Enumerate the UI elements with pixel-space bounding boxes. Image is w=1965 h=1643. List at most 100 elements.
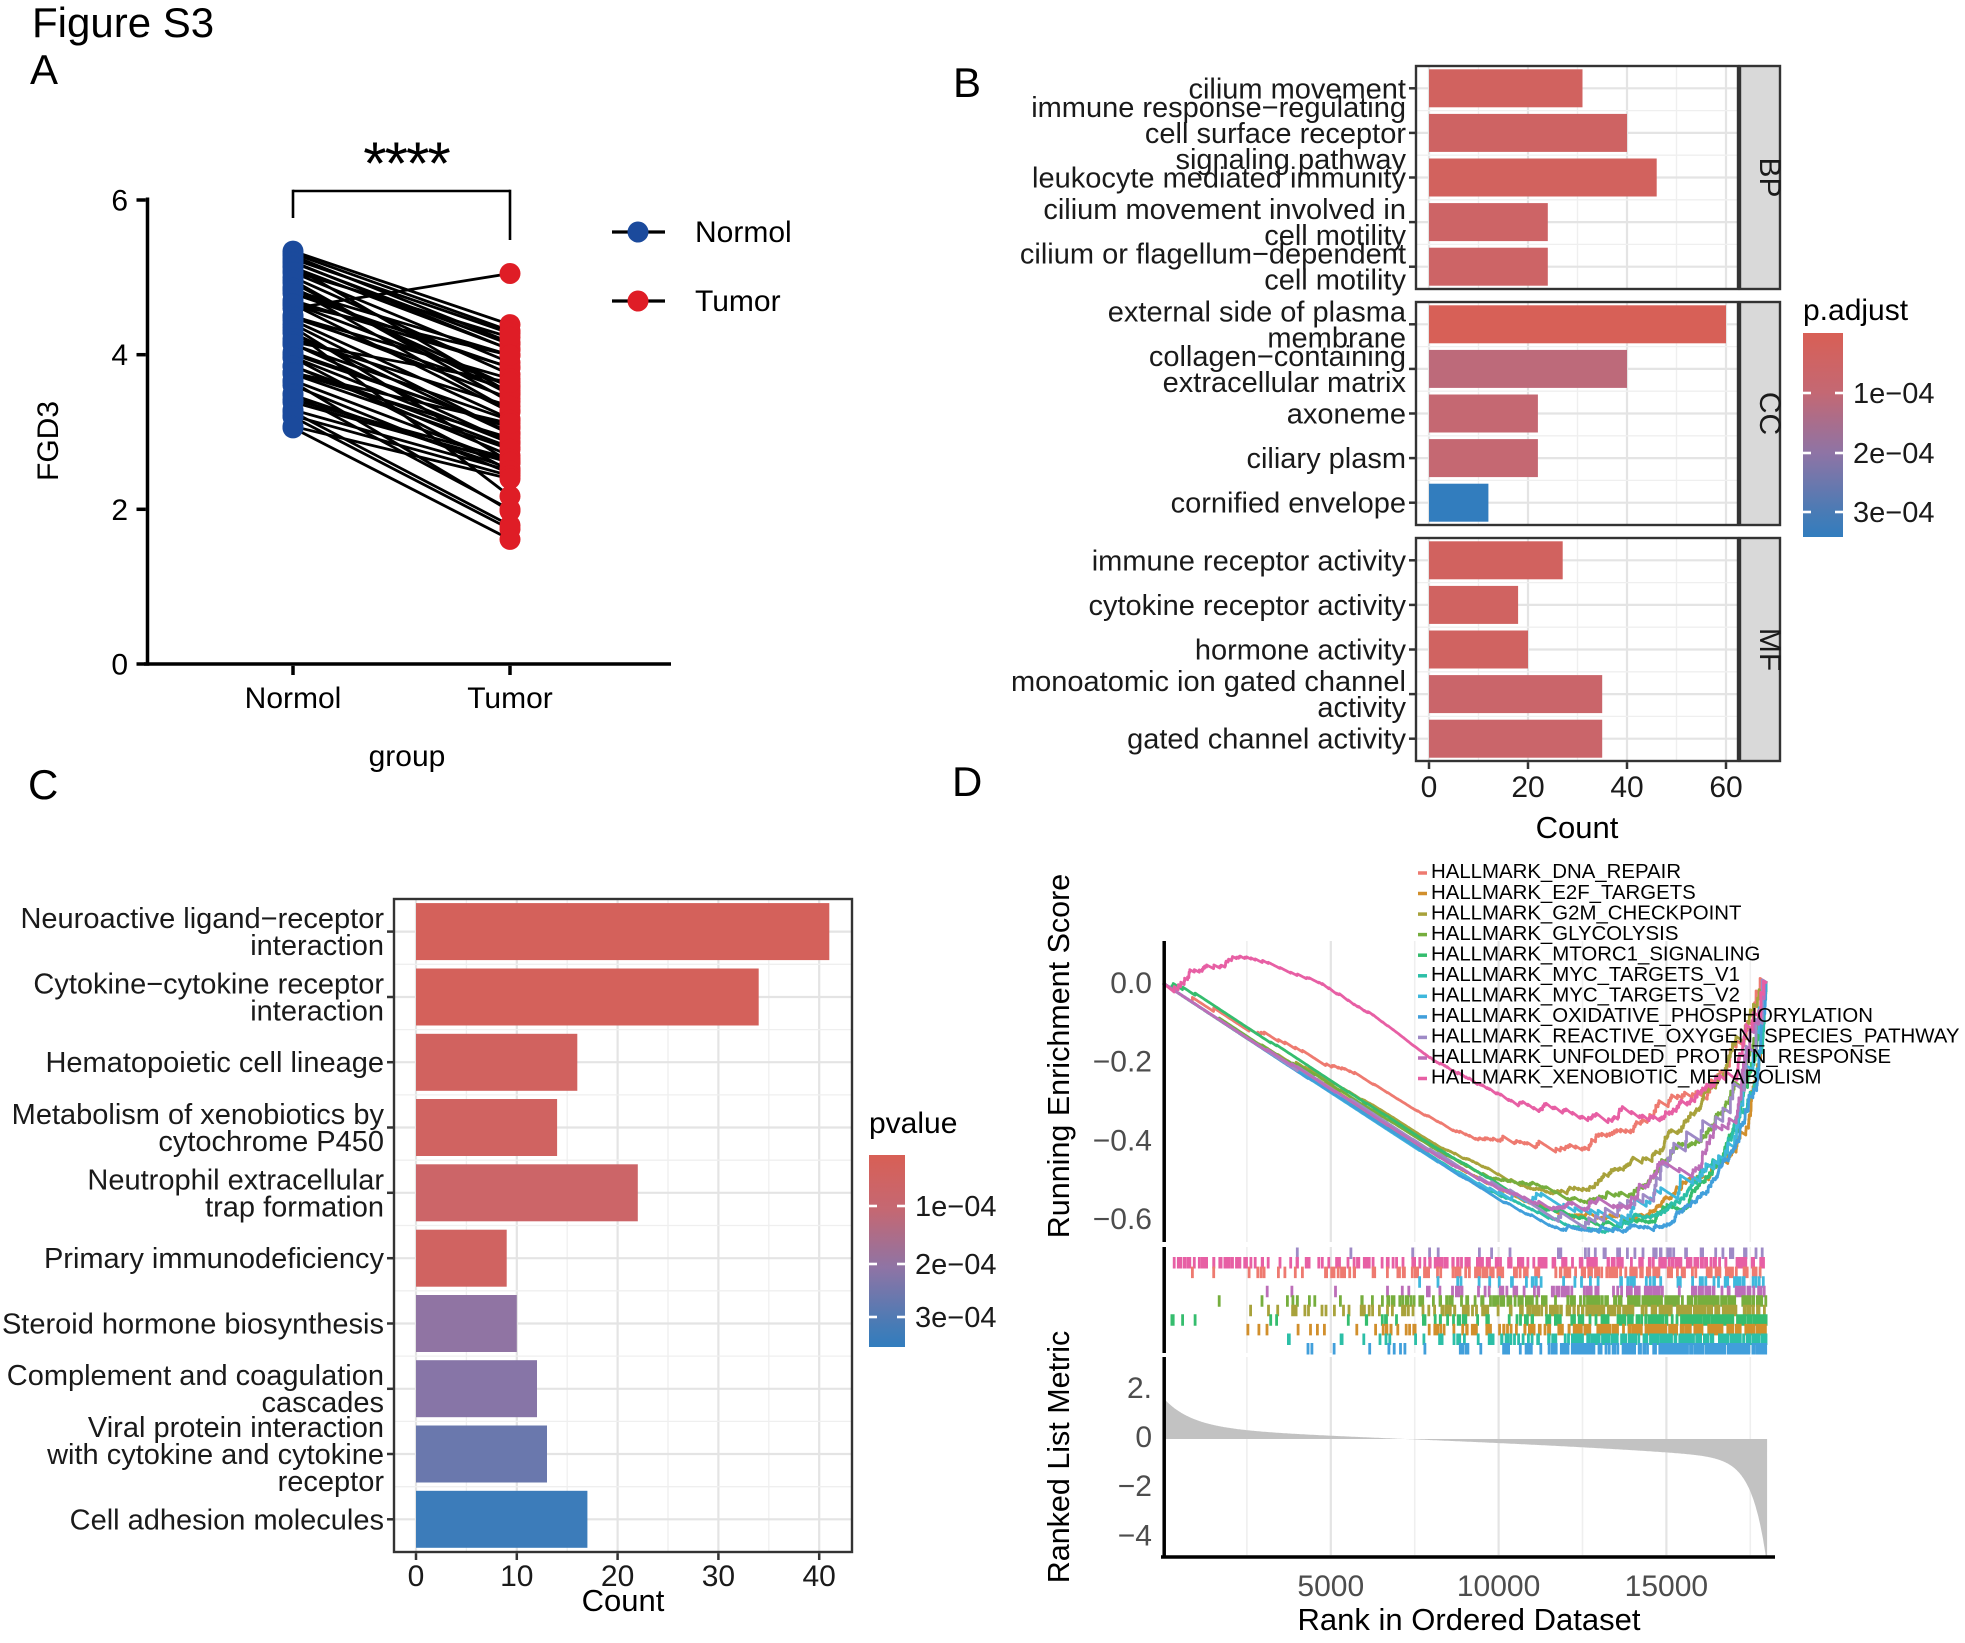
svg-text:HALLMARK_E2F_TARGETS: HALLMARK_E2F_TARGETS — [1431, 882, 1696, 904]
svg-text:extracellular matrix: extracellular matrix — [1163, 367, 1407, 399]
svg-text:0: 0 — [408, 1560, 425, 1593]
svg-text:external side of plasma: external side of plasma — [1108, 296, 1407, 328]
svg-text:Figure S3: Figure S3 — [32, 0, 214, 46]
svg-text:HALLMARK_MYC_TARGETS_V2: HALLMARK_MYC_TARGETS_V2 — [1431, 985, 1740, 1007]
svg-text:cell motility: cell motility — [1264, 220, 1406, 252]
svg-text:40: 40 — [1610, 771, 1643, 804]
svg-text:5000: 5000 — [1297, 1570, 1364, 1603]
svg-text:Hematopoietic cell lineage: Hematopoietic cell lineage — [45, 1047, 384, 1079]
svg-text:cytokine receptor activity: cytokine receptor activity — [1088, 590, 1406, 622]
svg-text:group: group — [369, 740, 446, 773]
svg-text:signaling pathway: signaling pathway — [1175, 144, 1406, 176]
svg-text:MF: MF — [1753, 628, 1786, 671]
svg-text:HALLMARK_OXIDATIVE_PHOSPHORYLA: HALLMARK_OXIDATIVE_PHOSPHORYLATION — [1431, 1005, 1873, 1027]
svg-text:60: 60 — [1709, 771, 1742, 804]
svg-text:with cytokine and cytokine: with cytokine and cytokine — [46, 1439, 384, 1471]
svg-text:****: **** — [363, 130, 450, 197]
svg-text:interaction: interaction — [250, 996, 384, 1028]
svg-text:cilium or flagellum−dependent: cilium or flagellum−dependent — [1020, 239, 1406, 271]
svg-text:−0.4: −0.4 — [1093, 1124, 1152, 1157]
svg-text:collagen−containing: collagen−containing — [1149, 341, 1406, 373]
svg-text:Viral protein interaction: Viral protein interaction — [88, 1412, 384, 1444]
svg-text:HALLMARK_UNFOLDED_PROTEIN_RESP: HALLMARK_UNFOLDED_PROTEIN_RESPONSE — [1431, 1046, 1891, 1068]
svg-text:0.0: 0.0 — [1110, 967, 1152, 1000]
svg-text:BP: BP — [1753, 157, 1786, 197]
svg-text:B: B — [953, 59, 981, 106]
svg-text:10: 10 — [500, 1560, 533, 1593]
svg-text:Primary immunodeficiency: Primary immunodeficiency — [44, 1243, 385, 1275]
svg-text:membrane: membrane — [1267, 322, 1406, 354]
svg-text:Normol: Normol — [245, 682, 342, 715]
svg-text:4: 4 — [111, 339, 128, 372]
svg-text:15000: 15000 — [1625, 1570, 1708, 1603]
svg-text:Tumor: Tumor — [695, 285, 781, 318]
svg-text:−4: −4 — [1118, 1519, 1152, 1552]
svg-text:Cytokine−cytokine receptor: Cytokine−cytokine receptor — [33, 969, 384, 1001]
svg-text:leukocyte mediated immunity: leukocyte mediated immunity — [1032, 163, 1406, 195]
svg-text:HALLMARK_XENOBIOTIC_METABOLISM: HALLMARK_XENOBIOTIC_METABOLISM — [1431, 1067, 1822, 1089]
svg-text:CC: CC — [1753, 392, 1786, 435]
svg-text:−2: −2 — [1118, 1470, 1152, 1503]
svg-text:monoatomic ion gated channel: monoatomic ion gated channel — [1011, 666, 1406, 698]
svg-text:interaction: interaction — [250, 930, 384, 962]
svg-text:A: A — [30, 46, 58, 93]
svg-text:Normol: Normol — [695, 216, 792, 249]
svg-text:axoneme: axoneme — [1287, 399, 1406, 431]
svg-text:40: 40 — [803, 1560, 836, 1593]
svg-text:C: C — [28, 761, 58, 808]
svg-text:immune receptor activity: immune receptor activity — [1092, 545, 1407, 577]
svg-text:1e−04: 1e−04 — [915, 1191, 996, 1223]
svg-text:Running Enrichment Score: Running Enrichment Score — [1042, 874, 1076, 1239]
svg-text:cell surface receptor: cell surface receptor — [1145, 118, 1406, 150]
svg-text:cornified envelope: cornified envelope — [1171, 488, 1406, 520]
svg-text:cilium movement involved in: cilium movement involved in — [1043, 194, 1406, 226]
svg-text:30: 30 — [702, 1560, 735, 1593]
svg-text:cytochrome P450: cytochrome P450 — [158, 1126, 384, 1158]
svg-text:2.: 2. — [1127, 1372, 1152, 1405]
svg-text:2e−04: 2e−04 — [1853, 438, 1934, 470]
svg-text:HALLMARK_DNA_REPAIR: HALLMARK_DNA_REPAIR — [1431, 861, 1681, 883]
svg-text:p.adjust: p.adjust — [1803, 294, 1909, 327]
svg-text:pvalue: pvalue — [869, 1107, 957, 1140]
svg-text:Complement and coagulation: Complement and coagulation — [7, 1360, 384, 1392]
svg-text:Neutrophil extracellular: Neutrophil extracellular — [87, 1164, 384, 1196]
svg-text:Rank in Ordered Dataset: Rank in Ordered Dataset — [1298, 1602, 1641, 1637]
svg-text:HALLMARK_MTORC1_SIGNALING: HALLMARK_MTORC1_SIGNALING — [1431, 943, 1760, 965]
svg-text:20: 20 — [1511, 771, 1544, 804]
svg-text:2e−04: 2e−04 — [915, 1249, 996, 1281]
svg-text:gated channel activity: gated channel activity — [1127, 724, 1406, 756]
svg-text:cilium movement: cilium movement — [1188, 73, 1406, 105]
svg-text:ciliary plasm: ciliary plasm — [1246, 443, 1406, 475]
svg-text:3e−04: 3e−04 — [915, 1302, 996, 1334]
svg-text:cascades: cascades — [261, 1387, 384, 1419]
svg-text:HALLMARK_GLYCOLYSIS: HALLMARK_GLYCOLYSIS — [1431, 923, 1678, 945]
svg-text:immune response−regulating: immune response−regulating — [1031, 92, 1406, 124]
svg-text:Count: Count — [582, 1583, 665, 1618]
svg-text:6: 6 — [111, 185, 128, 218]
svg-text:HALLMARK_REACTIVE_OXYGEN_SPECI: HALLMARK_REACTIVE_OXYGEN_SPECIES_PATHWAY — [1431, 1026, 1960, 1048]
svg-text:receptor: receptor — [278, 1466, 385, 1498]
svg-text:D: D — [952, 758, 982, 805]
svg-text:HALLMARK_MYC_TARGETS_V1: HALLMARK_MYC_TARGETS_V1 — [1431, 964, 1740, 986]
svg-text:20: 20 — [601, 1560, 634, 1593]
svg-text:−0.2: −0.2 — [1093, 1046, 1152, 1079]
svg-text:3e−04: 3e−04 — [1853, 497, 1934, 529]
svg-text:trap formation: trap formation — [205, 1191, 384, 1223]
svg-text:Tumor: Tumor — [467, 682, 553, 715]
svg-text:10000: 10000 — [1457, 1570, 1540, 1603]
svg-text:−0.6: −0.6 — [1093, 1203, 1152, 1236]
svg-text:Count: Count — [1536, 810, 1619, 845]
svg-text:Steroid hormone biosynthesis: Steroid hormone biosynthesis — [2, 1309, 384, 1341]
svg-text:Cell adhesion molecules: Cell adhesion molecules — [70, 1504, 384, 1536]
svg-text:HALLMARK_G2M_CHECKPOINT: HALLMARK_G2M_CHECKPOINT — [1431, 902, 1741, 924]
svg-text:activity: activity — [1317, 692, 1406, 724]
svg-text:0: 0 — [1421, 771, 1438, 804]
svg-text:FGD3: FGD3 — [32, 401, 65, 481]
svg-text:0: 0 — [111, 649, 128, 682]
svg-text:hormone activity: hormone activity — [1195, 635, 1407, 667]
svg-text:cell motility: cell motility — [1264, 265, 1406, 297]
svg-text:1e−04: 1e−04 — [1853, 378, 1934, 410]
svg-text:Ranked List Metric: Ranked List Metric — [1042, 1331, 1076, 1584]
svg-text:Neuroactive ligand−receptor: Neuroactive ligand−receptor — [20, 903, 384, 935]
svg-text:Metabolism of xenobiotics by: Metabolism of xenobiotics by — [12, 1099, 385, 1131]
